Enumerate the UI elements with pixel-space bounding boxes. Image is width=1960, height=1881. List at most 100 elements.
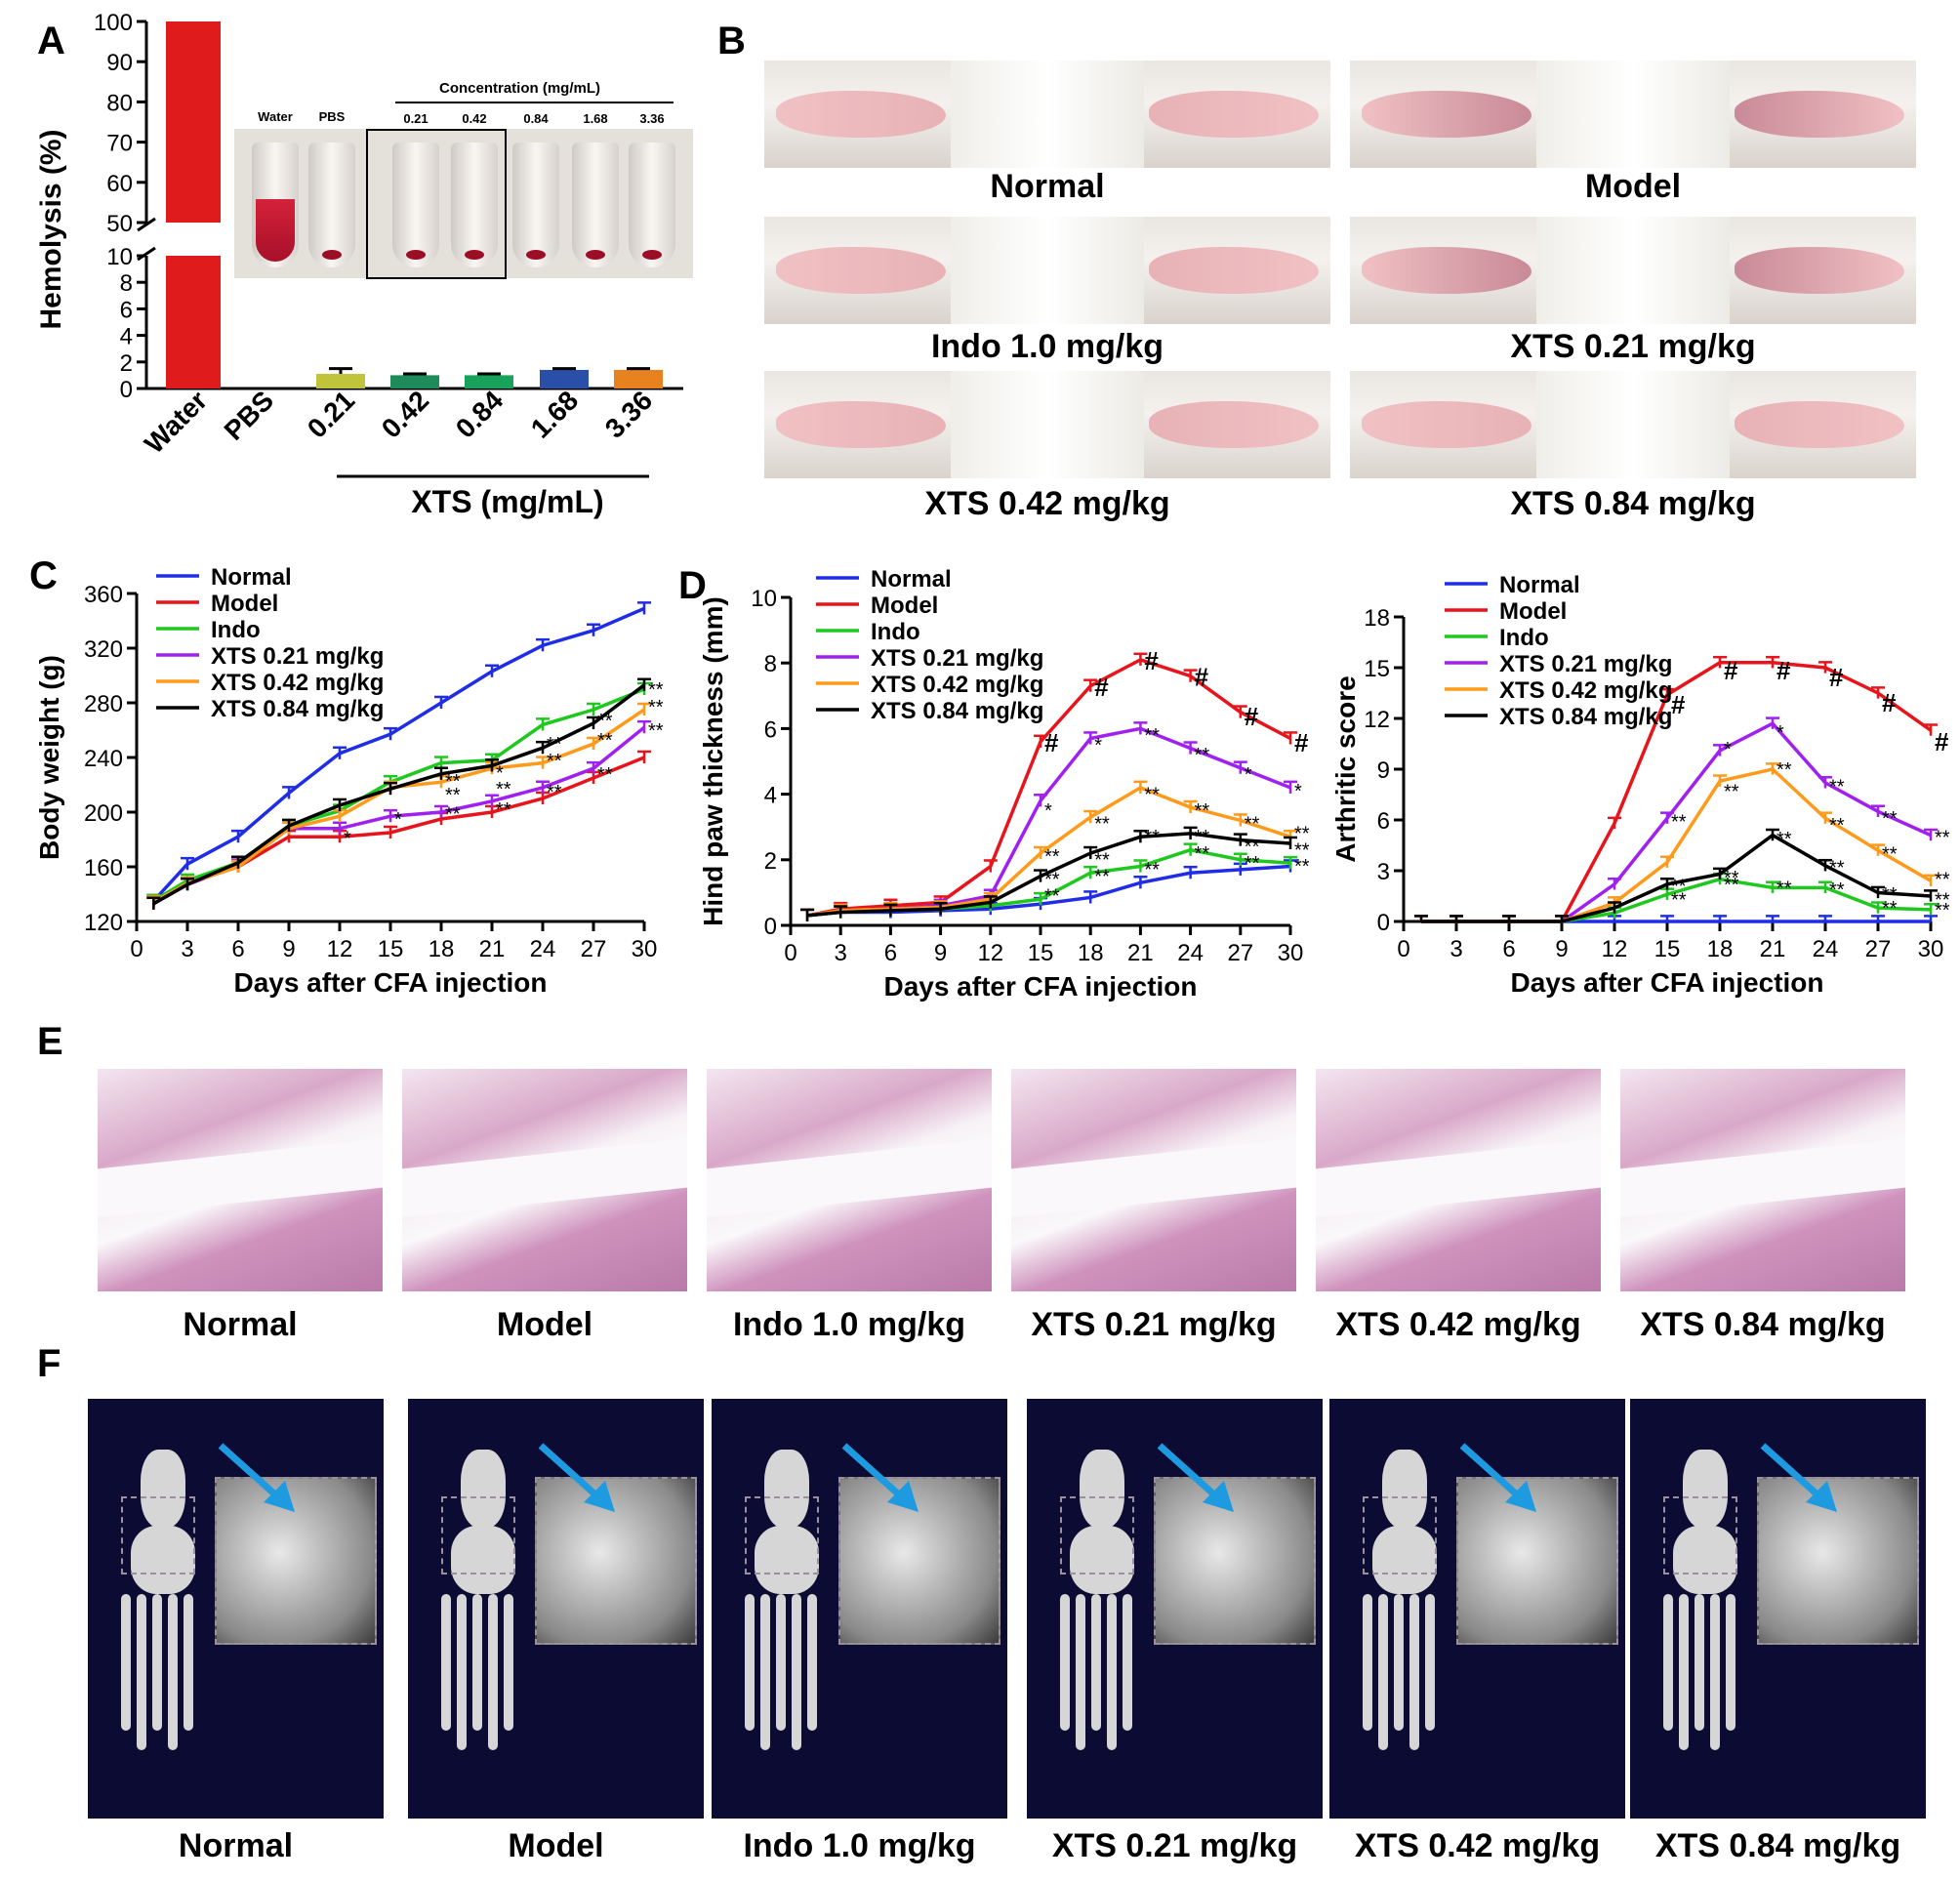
significance-mark: ** xyxy=(1245,837,1260,858)
bone-metatarsal xyxy=(776,1594,786,1731)
series-line xyxy=(152,708,645,904)
paw-left xyxy=(775,246,946,295)
significance-mark: ** xyxy=(1776,759,1792,781)
blue-arrow-icon xyxy=(1760,1443,1837,1512)
hemolysis-category-label: 0.21 xyxy=(302,385,360,443)
blue-arrow-icon xyxy=(538,1443,615,1512)
x-tick-label: 21 xyxy=(1760,936,1786,962)
bone-metatarsal xyxy=(1726,1594,1735,1731)
y-tick-label: 8 xyxy=(764,651,777,677)
significance-mark: ** xyxy=(1935,870,1950,891)
significance-mark: ** xyxy=(1245,853,1260,875)
significance-mark: ** xyxy=(1294,856,1310,878)
x-tick-label: 12 xyxy=(327,936,353,962)
tube-icon xyxy=(392,143,439,267)
significance-mark: ** xyxy=(1671,889,1687,911)
significance-mark: ** xyxy=(1882,844,1898,866)
significance-mark: ** xyxy=(1935,827,1950,848)
bone-metatarsal xyxy=(457,1594,467,1750)
bone-metatarsal xyxy=(488,1594,498,1750)
x-axis-title: Days after CFA injection xyxy=(883,971,1197,1002)
significance-mark: # xyxy=(1245,702,1259,731)
histology-caption: XTS 0.42 mg/kg xyxy=(1335,1306,1581,1343)
significance-mark: # xyxy=(1094,673,1109,702)
fur-region xyxy=(1536,217,1730,324)
hemolysis-bar xyxy=(540,369,589,388)
hemolysis-bar xyxy=(614,369,663,388)
hemolysis-ylabel: Hemolysis (%) xyxy=(35,129,67,329)
hemolysis-bar xyxy=(166,256,221,388)
x-tick-label: 9 xyxy=(282,936,295,962)
significance-mark: ** xyxy=(1094,866,1110,887)
hemolysis-category-label: Water xyxy=(139,385,213,459)
x-tick-label: 18 xyxy=(1707,936,1734,962)
bone-metatarsal xyxy=(792,1594,801,1750)
fur-region xyxy=(951,217,1144,324)
significance-mark: ** xyxy=(1724,875,1739,896)
significance-mark: # xyxy=(1776,656,1791,685)
zoom-inset xyxy=(1757,1477,1919,1645)
histology-image xyxy=(1011,1069,1296,1291)
panel-label-b: B xyxy=(717,20,746,62)
significance-mark: ** xyxy=(1195,745,1210,766)
significance-mark: ** xyxy=(648,679,664,701)
fur-region xyxy=(951,371,1144,478)
micro-ct-image xyxy=(1630,1399,1926,1819)
y-tick-label: 0 xyxy=(120,377,133,403)
significance-mark: ** xyxy=(1776,829,1792,850)
fur-region xyxy=(951,61,1144,168)
y-tick-label: 2 xyxy=(764,848,777,875)
significance-mark: ** xyxy=(1829,879,1845,901)
paw-left xyxy=(1361,400,1531,449)
micro-ct-image xyxy=(88,1399,384,1819)
significance-mark: # xyxy=(1935,727,1949,756)
hemolysis-bar xyxy=(390,375,439,388)
y-tick-label: 80 xyxy=(106,90,133,116)
histology-caption: Model xyxy=(496,1306,593,1343)
tube-label: 3.36 xyxy=(639,111,665,126)
y-tick-label: 360 xyxy=(84,582,123,608)
hemolysis-category-label: 1.68 xyxy=(525,385,584,443)
paw-photo xyxy=(764,61,1330,168)
significance-mark: ** xyxy=(1144,827,1160,848)
x-tick-label: 27 xyxy=(581,936,607,962)
significance-mark: ** xyxy=(1671,877,1687,898)
legend-label: XTS 0.84 mg/kg xyxy=(871,698,1043,724)
x-tick-label: 3 xyxy=(1450,936,1462,962)
bone-tarsal xyxy=(131,1526,195,1594)
tube-label: PBS xyxy=(318,109,346,124)
bone-tarsal xyxy=(1673,1526,1737,1594)
y-tick-label: 4 xyxy=(120,324,133,350)
significance-mark: ** xyxy=(1671,812,1687,834)
x-tick-label: 27 xyxy=(1227,940,1253,966)
bone-metatarsal xyxy=(1663,1594,1673,1731)
tube-icon xyxy=(252,143,299,267)
x-tick-label: 9 xyxy=(1555,936,1568,962)
bone-metatarsal xyxy=(1363,1594,1372,1731)
hemolysis-bar xyxy=(316,374,365,388)
significance-mark: ** xyxy=(1195,800,1210,822)
tube-label: 0.84 xyxy=(523,111,549,126)
bone-metatarsal xyxy=(1409,1594,1419,1750)
significance-mark: # xyxy=(1882,688,1897,717)
hemolysis-category-label: PBS xyxy=(219,385,280,446)
y-tick-label: 100 xyxy=(94,10,133,36)
significance-mark: ** xyxy=(445,771,461,793)
paw-caption: XTS 0.21 mg/kg xyxy=(1510,328,1756,365)
x-tick-label: 27 xyxy=(1865,936,1892,962)
significance-mark: ** xyxy=(1829,776,1845,797)
significance-mark: ** xyxy=(445,803,461,825)
x-tick-label: 21 xyxy=(1127,940,1154,966)
bone-ankle xyxy=(141,1450,185,1528)
joint-space xyxy=(707,1138,992,1218)
y-axis-title: Hind paw thickness (mm) xyxy=(698,596,728,926)
x-tick-label: 0 xyxy=(130,936,143,962)
panel-label-f: F xyxy=(37,1342,61,1385)
significance-mark: ** xyxy=(1044,870,1060,891)
y-tick-label: 12 xyxy=(1364,707,1390,733)
legend-label: XTS 0.42 mg/kg xyxy=(871,672,1043,698)
joint-space xyxy=(402,1138,687,1218)
x-tick-label: 30 xyxy=(632,936,658,962)
legend-label: Normal xyxy=(1499,572,1580,598)
